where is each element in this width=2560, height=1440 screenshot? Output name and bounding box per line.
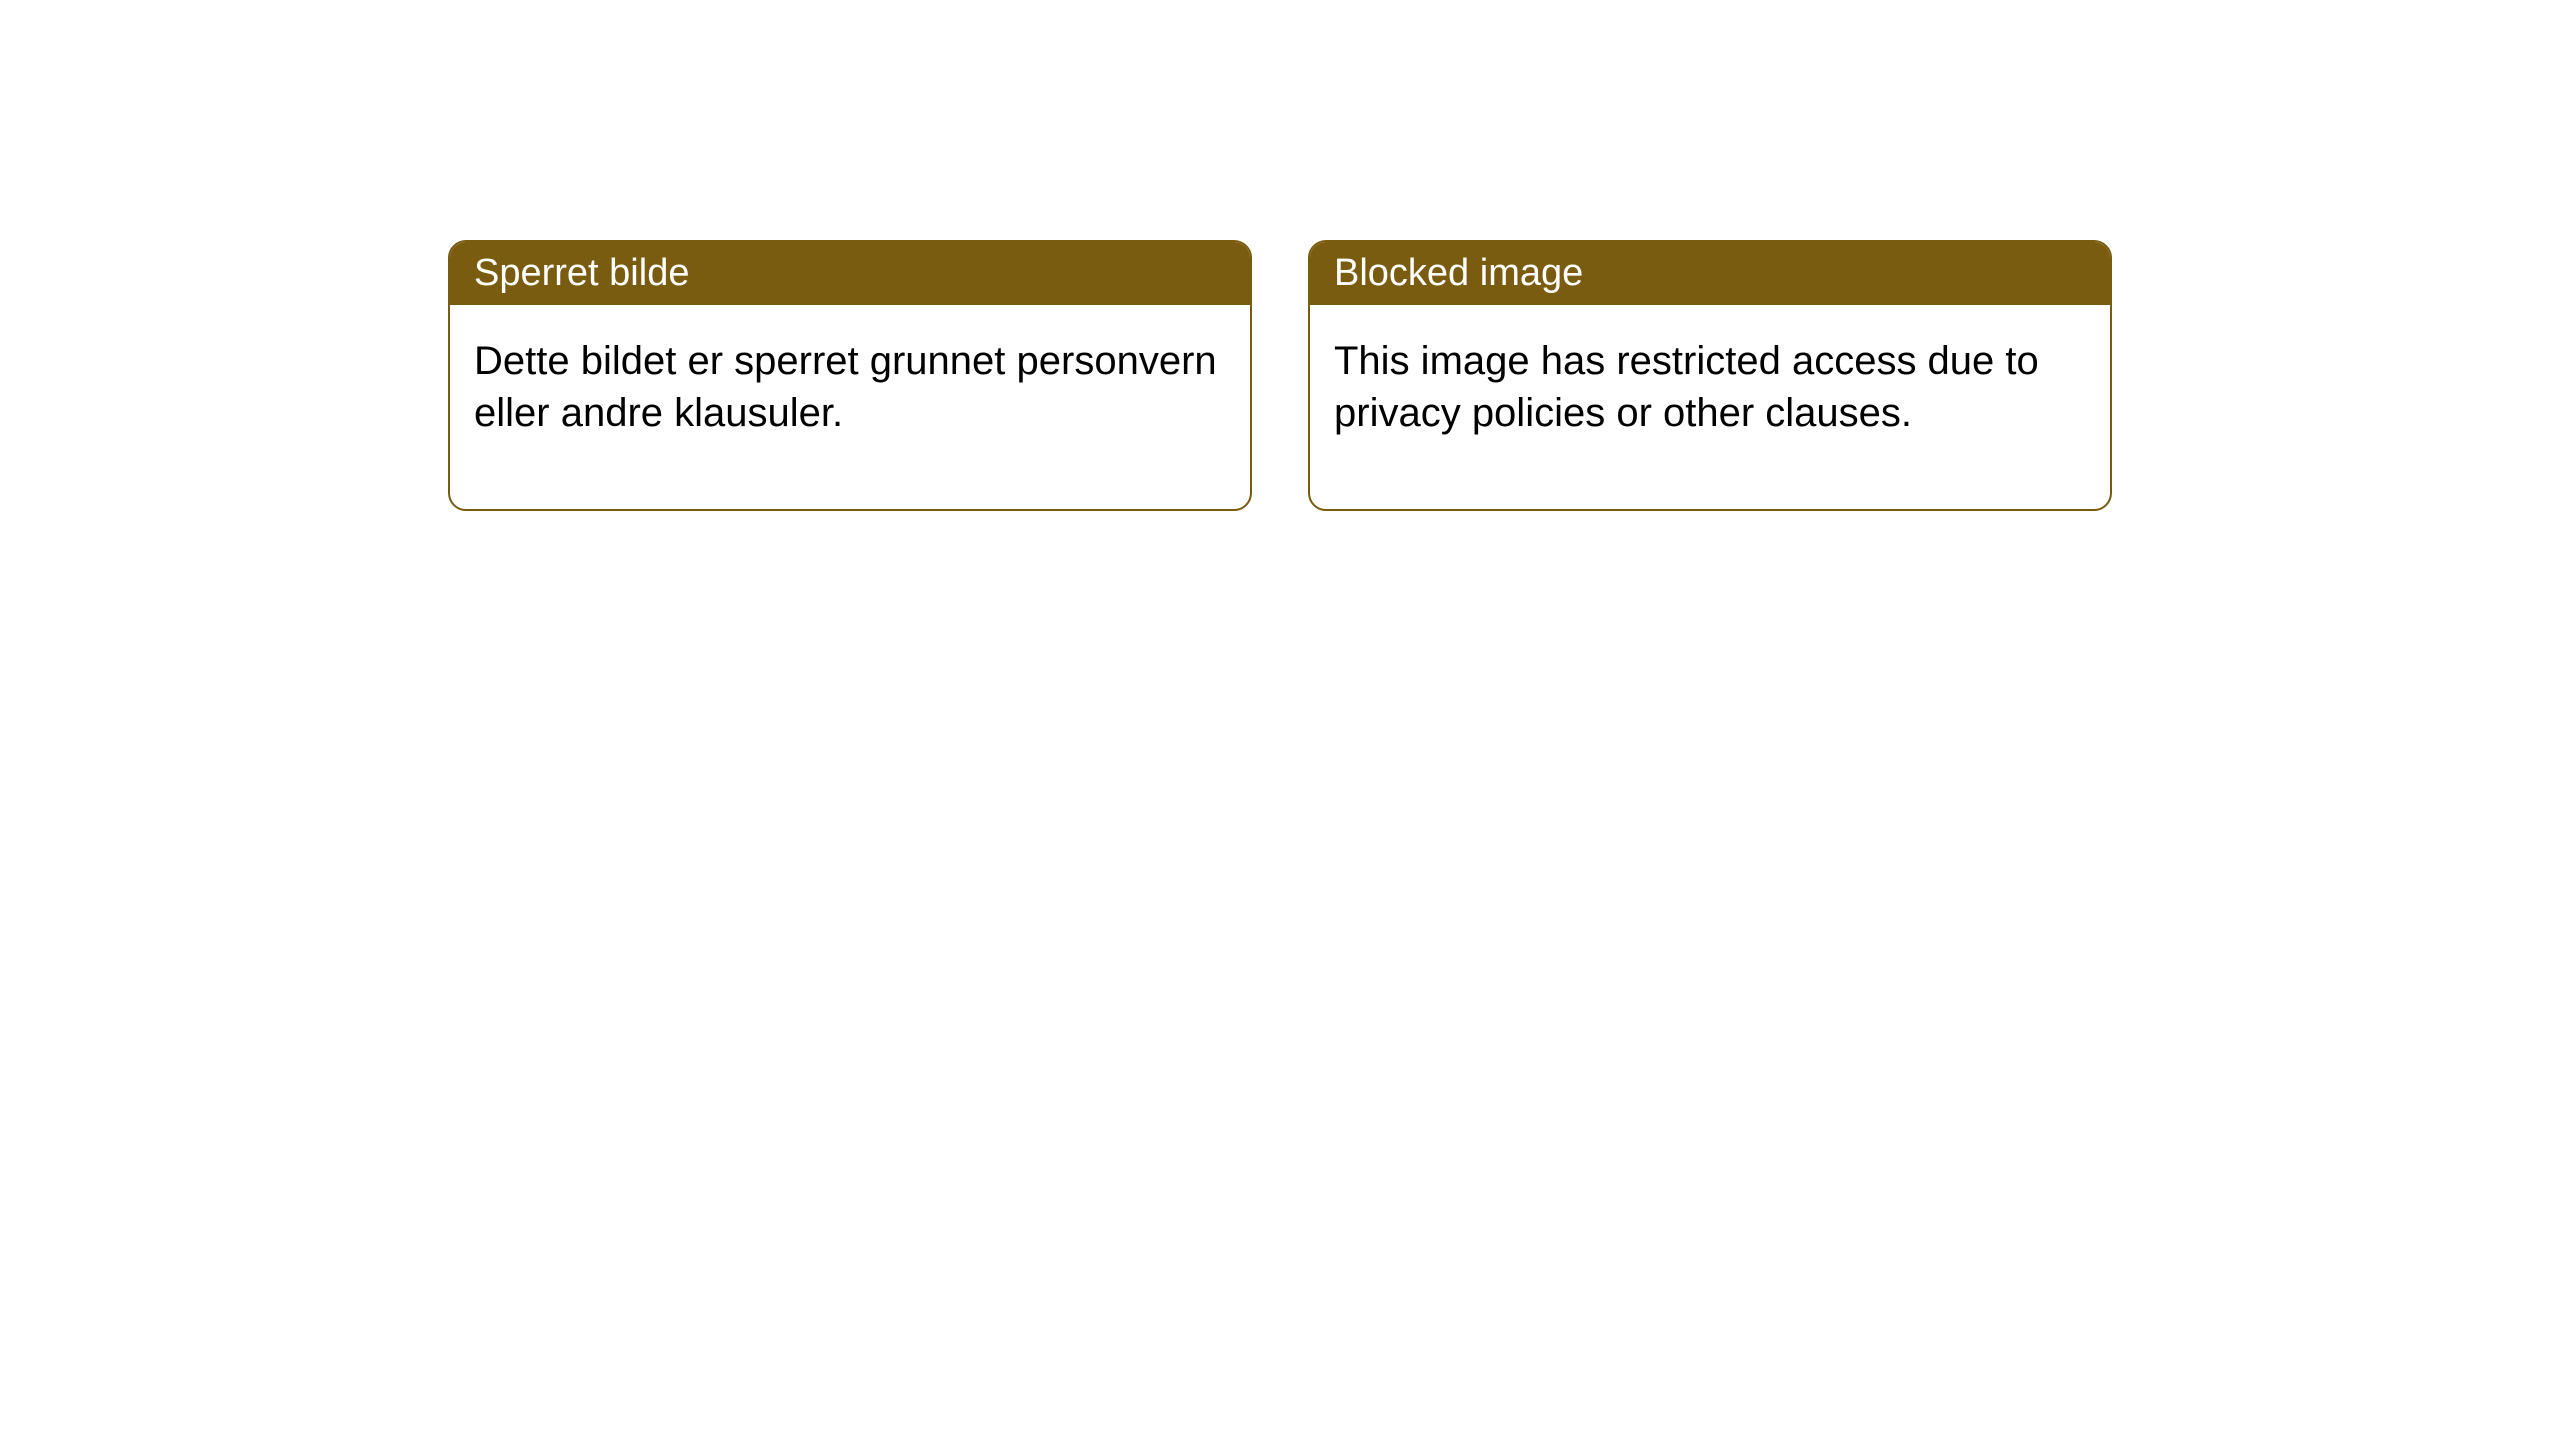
notice-container: Sperret bilde Dette bildet er sperret gr… [0,0,2560,511]
notice-body: This image has restricted access due to … [1310,305,2110,509]
notice-message: Dette bildet er sperret grunnet personve… [474,339,1217,435]
notice-card-norwegian: Sperret bilde Dette bildet er sperret gr… [448,240,1252,511]
notice-body: Dette bildet er sperret grunnet personve… [450,305,1250,509]
notice-message: This image has restricted access due to … [1334,339,2039,435]
notice-title: Sperret bilde [474,252,689,294]
notice-title: Blocked image [1334,252,1583,294]
notice-card-english: Blocked image This image has restricted … [1308,240,2112,511]
notice-header: Blocked image [1310,242,2110,305]
notice-header: Sperret bilde [450,242,1250,305]
